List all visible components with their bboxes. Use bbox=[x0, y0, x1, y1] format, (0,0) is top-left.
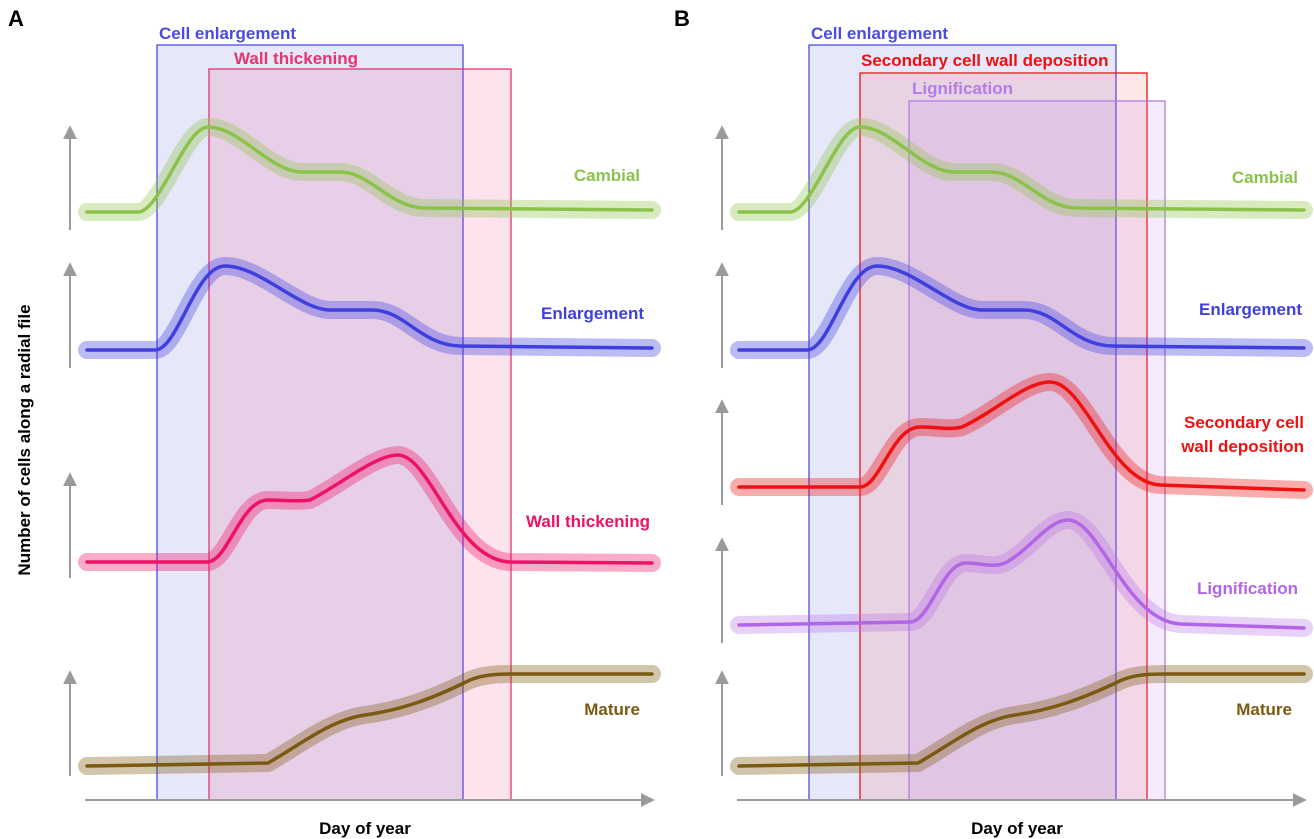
curve-cambial bbox=[78, 118, 661, 221]
curve-mature-b bbox=[730, 665, 1313, 775]
phase-label-cell-enlargement-b: Cell enlargement bbox=[811, 24, 948, 43]
curve-label-enlargement: Enlargement bbox=[541, 304, 644, 323]
curve-label-lignification-b: Lignification bbox=[1197, 579, 1298, 598]
curve-cambial-b bbox=[730, 118, 1313, 221]
curve-secondary-wall-b bbox=[730, 373, 1313, 499]
x-axis-title-b: Day of year bbox=[971, 819, 1063, 838]
panel-b: B Cell enlargement Secondary cell wall d… bbox=[674, 6, 1313, 838]
y-axis-title: Number of cells along a radial file bbox=[15, 304, 34, 575]
curve-label-enlargement-b: Enlargement bbox=[1199, 300, 1302, 319]
panel-a-letter: A bbox=[8, 6, 24, 31]
curve-label-wall-thickening: Wall thickening bbox=[526, 512, 650, 531]
curve-enlargement-b bbox=[730, 257, 1313, 359]
phase-box-lignification bbox=[908, 100, 1166, 801]
phase-box-secondary-wall bbox=[859, 72, 1148, 801]
phase-label-cell-enlargement: Cell enlargement bbox=[159, 24, 296, 43]
panel-a: A Cell enlargement Wall thickening Day o… bbox=[8, 6, 661, 838]
panel-b-letter: B bbox=[674, 6, 690, 31]
phase-label-lignification: Lignification bbox=[912, 79, 1013, 98]
phase-label-wall-thickening: Wall thickening bbox=[234, 49, 358, 68]
curve-label-cambial: Cambial bbox=[574, 166, 640, 185]
curve-label-mature: Mature bbox=[584, 700, 640, 719]
curve-label-secondary-wall-b-line2: wall deposition bbox=[1180, 437, 1304, 456]
phase-label-secondary-wall: Secondary cell wall deposition bbox=[861, 51, 1109, 70]
x-axis-title-a: Day of year bbox=[319, 819, 411, 838]
curve-label-secondary-wall-b-line1: Secondary cell bbox=[1184, 413, 1304, 432]
phase-box-wall-thickening bbox=[208, 68, 512, 801]
curve-label-cambial-b: Cambial bbox=[1232, 168, 1298, 187]
curve-lignification-b bbox=[730, 511, 1313, 637]
curve-wall-thickening bbox=[78, 446, 661, 572]
curve-label-mature-b: Mature bbox=[1236, 700, 1292, 719]
curve-mature bbox=[78, 665, 661, 775]
curve-enlargement bbox=[78, 257, 661, 359]
